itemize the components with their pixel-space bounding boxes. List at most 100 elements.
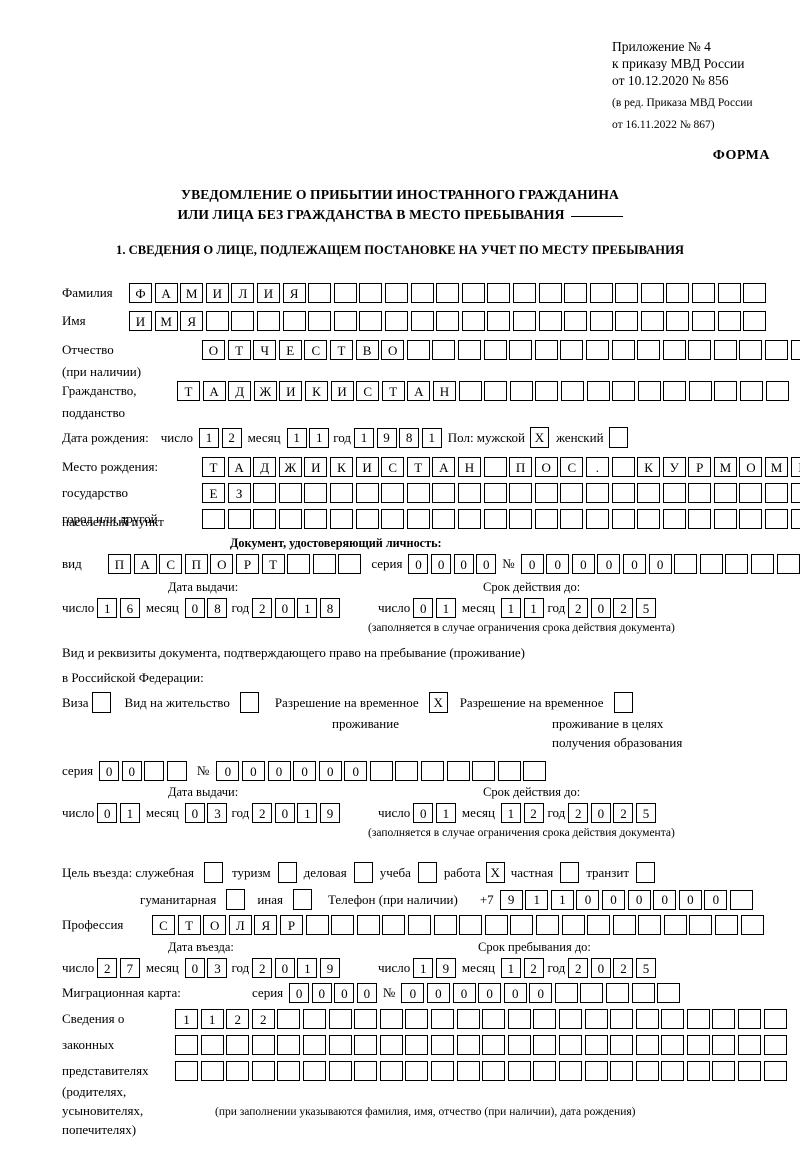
sex-male-checkbox[interactable]: X — [530, 427, 549, 448]
char-box[interactable]: 0 — [590, 598, 611, 618]
char-box[interactable] — [586, 381, 610, 401]
char-box[interactable]: И — [355, 457, 379, 477]
char-box[interactable] — [251, 1061, 275, 1081]
char-box[interactable]: 0 — [356, 983, 377, 1003]
char-box[interactable]: 0 — [648, 554, 672, 574]
char-box[interactable]: 6 — [119, 598, 140, 618]
char-box[interactable]: 0 — [546, 554, 570, 574]
char-box[interactable] — [666, 283, 690, 303]
char-box[interactable] — [457, 509, 481, 529]
char-box[interactable] — [226, 1035, 250, 1055]
char-box[interactable]: Р — [688, 457, 712, 477]
char-box[interactable]: 0 — [344, 761, 368, 781]
char-box[interactable] — [587, 915, 611, 935]
char-box[interactable] — [432, 340, 456, 360]
char-box[interactable] — [585, 483, 609, 503]
char-box[interactable] — [487, 311, 511, 331]
char-box[interactable]: А — [227, 457, 251, 477]
char-box[interactable] — [730, 889, 753, 910]
char-box[interactable] — [715, 915, 739, 935]
char-box[interactable] — [328, 1009, 352, 1029]
char-box[interactable] — [329, 483, 353, 503]
char-box[interactable] — [533, 1009, 557, 1029]
char-box[interactable] — [763, 1061, 787, 1081]
char-box[interactable] — [589, 311, 613, 331]
char-box[interactable] — [282, 311, 306, 331]
char-box[interactable] — [765, 509, 789, 529]
char-box[interactable] — [482, 1061, 506, 1081]
char-box[interactable] — [635, 1009, 659, 1029]
char-box[interactable]: 0 — [99, 761, 120, 781]
char-box[interactable]: 0 — [529, 983, 553, 1003]
char-box[interactable] — [302, 1035, 326, 1055]
char-box[interactable]: Н — [457, 457, 481, 477]
edu-residence-checkbox[interactable] — [613, 692, 633, 713]
char-box[interactable] — [512, 311, 536, 331]
char-box[interactable] — [432, 509, 456, 529]
char-box[interactable]: 0 — [678, 889, 702, 910]
char-box[interactable] — [421, 761, 445, 781]
char-box[interactable]: П — [184, 554, 208, 574]
char-box[interactable]: 2 — [568, 803, 589, 823]
char-box[interactable]: М — [765, 457, 789, 477]
char-box[interactable] — [472, 761, 496, 781]
char-box[interactable] — [538, 311, 562, 331]
char-box[interactable] — [790, 483, 800, 503]
char-box[interactable] — [457, 340, 481, 360]
char-box[interactable] — [657, 983, 681, 1003]
char-box[interactable] — [175, 1035, 198, 1055]
char-box[interactable]: 8 — [320, 598, 341, 618]
char-box[interactable] — [395, 761, 419, 781]
char-box[interactable]: 0 — [413, 803, 434, 823]
char-box[interactable]: 0 — [623, 554, 647, 574]
char-box[interactable]: Т — [177, 381, 200, 401]
purpose-business-checkbox[interactable] — [353, 862, 373, 883]
char-box[interactable]: 0 — [184, 803, 205, 823]
char-box[interactable]: Т — [381, 381, 405, 401]
purpose-official-checkbox[interactable] — [203, 862, 223, 883]
char-box[interactable]: М — [154, 311, 178, 331]
char-box[interactable] — [713, 340, 737, 360]
char-box[interactable] — [379, 1009, 403, 1029]
char-box[interactable]: 1 — [297, 598, 318, 618]
char-box[interactable]: 2 — [251, 1009, 275, 1029]
char-box[interactable] — [359, 283, 383, 303]
char-box[interactable] — [483, 340, 507, 360]
char-box[interactable] — [410, 311, 434, 331]
char-box[interactable] — [384, 283, 408, 303]
char-box[interactable]: О — [203, 915, 227, 935]
char-box[interactable] — [615, 311, 639, 331]
char-box[interactable] — [692, 311, 716, 331]
char-box[interactable]: 0 — [289, 983, 310, 1003]
char-box[interactable] — [640, 311, 664, 331]
char-box[interactable] — [763, 1009, 787, 1029]
char-box[interactable] — [666, 311, 690, 331]
char-box[interactable]: 2 — [221, 427, 242, 448]
char-box[interactable] — [277, 1035, 301, 1055]
char-box[interactable] — [738, 1061, 762, 1081]
char-box[interactable] — [560, 381, 584, 401]
char-box[interactable]: 0 — [334, 983, 355, 1003]
char-box[interactable] — [328, 1061, 352, 1081]
char-box[interactable]: 0 — [241, 761, 265, 781]
char-box[interactable]: 1 — [297, 958, 318, 978]
char-box[interactable]: Т — [227, 340, 251, 360]
char-box[interactable] — [483, 457, 507, 477]
char-box[interactable] — [523, 761, 547, 781]
char-box[interactable] — [509, 340, 533, 360]
char-box[interactable] — [432, 483, 456, 503]
char-box[interactable]: 0 — [184, 598, 205, 618]
char-box[interactable]: Е — [202, 483, 225, 503]
char-box[interactable] — [743, 283, 767, 303]
char-box[interactable] — [714, 381, 738, 401]
char-box[interactable] — [369, 761, 393, 781]
char-box[interactable]: У — [662, 457, 686, 477]
char-box[interactable]: Р — [279, 915, 303, 935]
char-box[interactable] — [253, 483, 277, 503]
